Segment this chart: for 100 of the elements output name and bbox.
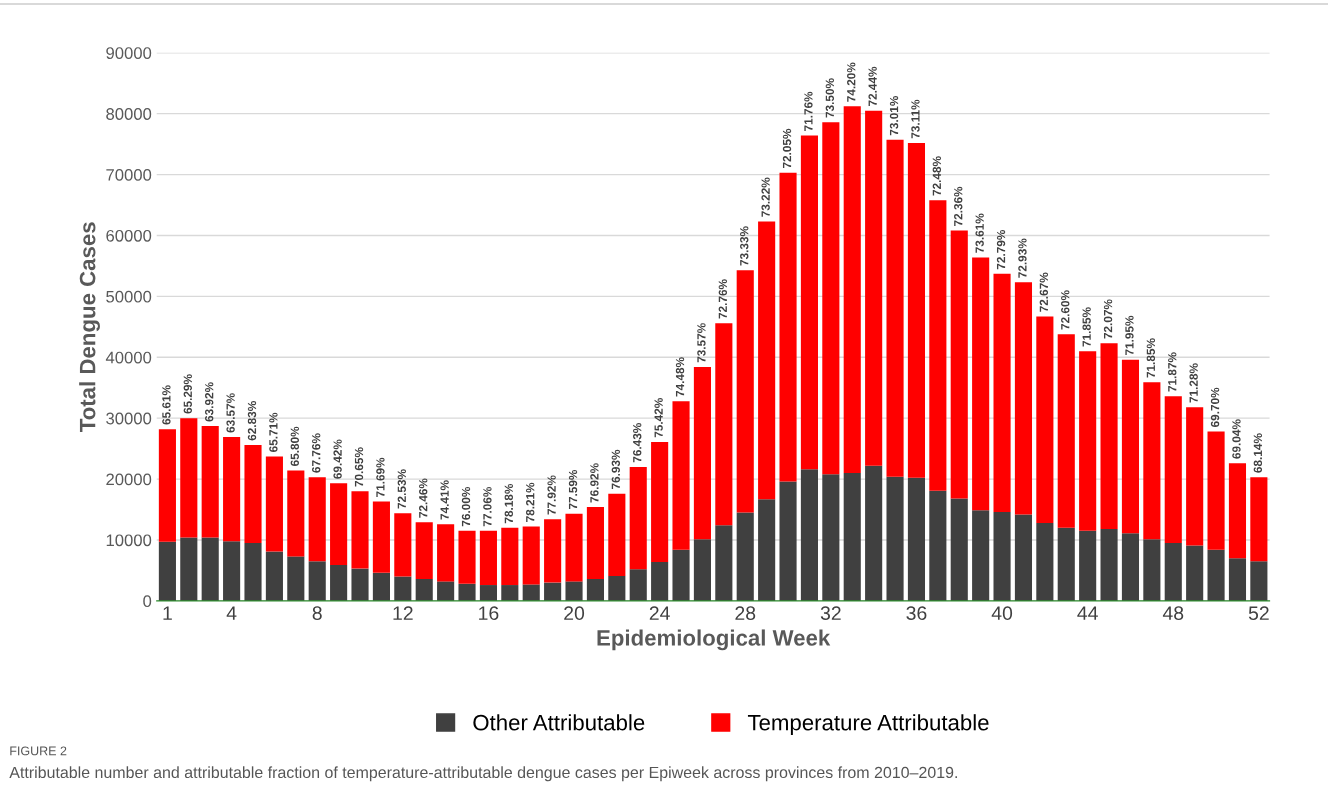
bar xyxy=(265,551,283,601)
annotation: 73.61% xyxy=(975,213,984,253)
bar xyxy=(972,510,990,601)
bar xyxy=(736,270,754,513)
annotation: 68.14% xyxy=(1253,433,1263,473)
bar xyxy=(693,367,711,540)
bar xyxy=(1036,316,1054,523)
annotation: 77.59% xyxy=(568,469,578,510)
annotation: 76.43% xyxy=(633,423,642,463)
bar xyxy=(244,444,262,544)
text: Attributable number and attributable fraction of temperature-attributable dengue cases per Epiweek across provinces from 2010–2019. xyxy=(9,766,957,782)
annotation: 77.92% xyxy=(547,475,556,515)
bar xyxy=(715,525,733,601)
y-tick-label: 20000 xyxy=(106,473,152,486)
bar xyxy=(672,549,690,601)
y-tick-label: 70000 xyxy=(106,168,152,181)
bar xyxy=(586,507,604,579)
annotation: 72.93% xyxy=(1018,238,1027,278)
bar xyxy=(758,221,776,500)
annotation: 71.76% xyxy=(804,91,813,131)
annotation: 63.57% xyxy=(226,393,235,433)
bar xyxy=(1121,359,1140,534)
x-tick-label: 44 xyxy=(1077,606,1098,620)
legend-label: Temperature Attributable xyxy=(747,714,989,735)
annotation: 65.80% xyxy=(290,426,299,466)
annotation: 73.57% xyxy=(697,323,706,363)
bar xyxy=(1057,527,1075,601)
bar xyxy=(479,585,497,601)
x-tick-label: 40 xyxy=(991,606,1013,621)
bar xyxy=(693,539,711,601)
bar xyxy=(265,456,283,552)
annotation: 72.67% xyxy=(1039,272,1049,312)
bar xyxy=(1079,351,1097,531)
annotation: 76.00% xyxy=(461,486,471,527)
bar xyxy=(1036,522,1054,601)
bar xyxy=(201,537,219,601)
bar xyxy=(565,513,583,582)
bar xyxy=(1143,539,1161,601)
annotation: 69.42% xyxy=(333,439,342,479)
annotation: 78.18% xyxy=(504,483,513,524)
bar xyxy=(1143,382,1161,540)
bar xyxy=(800,469,818,601)
annotation: 71.28% xyxy=(1189,363,1198,403)
bar xyxy=(1186,545,1204,601)
annotation: 71.87% xyxy=(1168,352,1177,392)
bar xyxy=(1057,334,1075,528)
x-tick-label: 8 xyxy=(312,606,322,621)
annotation: 65.71% xyxy=(269,412,278,452)
bar xyxy=(180,418,198,538)
bar xyxy=(629,569,647,601)
x-tick-label: 24 xyxy=(649,606,670,620)
annotation: 74.20% xyxy=(847,62,856,102)
annotation: 69.70% xyxy=(1210,387,1220,427)
annotation: 71.95% xyxy=(1125,315,1134,356)
bar xyxy=(993,511,1011,601)
annotation: 69.04% xyxy=(1232,419,1241,459)
annotation: 72.60% xyxy=(1061,290,1070,330)
bar xyxy=(244,543,262,601)
bar xyxy=(758,499,776,601)
bar xyxy=(1250,561,1268,601)
annotation: 73.01% xyxy=(889,95,899,136)
bar xyxy=(1228,558,1247,601)
bar xyxy=(586,578,604,601)
annotation: 71.85% xyxy=(1146,338,1156,378)
bar xyxy=(1250,477,1268,562)
y-axis-title: Total Dengue Cases xyxy=(79,222,100,432)
bar xyxy=(651,441,669,562)
bar xyxy=(907,477,926,601)
annotation: 72.44% xyxy=(868,66,877,106)
bar xyxy=(1014,282,1033,515)
bar xyxy=(715,323,733,526)
bar xyxy=(843,472,861,601)
bar xyxy=(779,481,797,601)
annotation: 72.36% xyxy=(954,186,963,226)
bar xyxy=(822,122,840,475)
bar xyxy=(458,583,476,601)
bar xyxy=(929,200,947,491)
bar xyxy=(822,474,840,601)
x-tick-label: 20 xyxy=(564,606,585,621)
bar xyxy=(865,465,883,601)
bar xyxy=(223,541,241,601)
bar xyxy=(544,519,562,583)
legend-label: Other Attributable xyxy=(473,714,645,731)
bar xyxy=(843,106,861,473)
bar xyxy=(458,530,476,584)
bar xyxy=(608,493,626,576)
annotation: 78.21% xyxy=(526,482,535,522)
bar xyxy=(287,470,305,557)
bar xyxy=(608,575,626,601)
bar xyxy=(437,524,455,582)
bar xyxy=(415,522,433,579)
bar xyxy=(736,512,754,601)
bar xyxy=(1121,533,1140,601)
bar xyxy=(415,578,433,601)
bar xyxy=(158,429,176,542)
annotation: 70.65% xyxy=(354,447,364,487)
x-tick-label: 48 xyxy=(1162,606,1184,621)
x-tick-label: 16 xyxy=(479,606,499,621)
x-tick-label: 52 xyxy=(1248,606,1269,621)
annotation: 71.69% xyxy=(376,457,385,497)
